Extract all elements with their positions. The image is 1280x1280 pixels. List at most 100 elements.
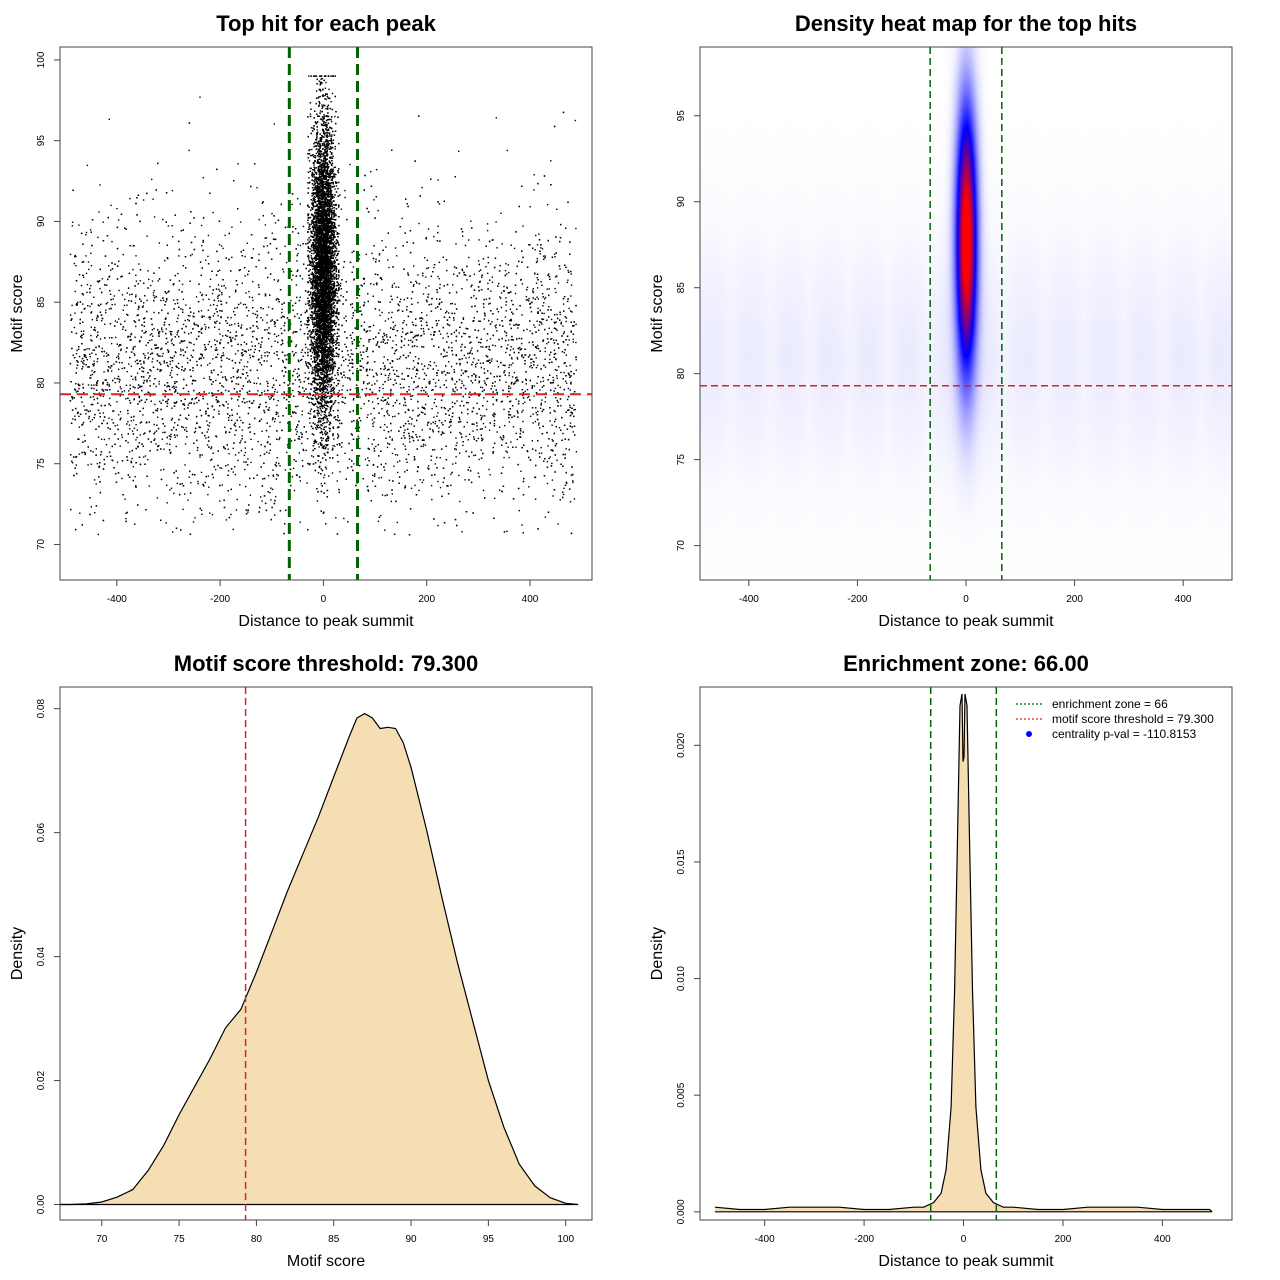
scatter-point (535, 366, 538, 369)
scatter-point (315, 427, 317, 429)
scatter-point (189, 254, 192, 257)
scatter-point (229, 331, 232, 334)
scatter-point (352, 266, 355, 268)
scatter-point (549, 407, 551, 409)
scatter-point (449, 421, 451, 424)
scatter-point (290, 270, 293, 272)
scatter-point (199, 357, 201, 359)
scatter-point (459, 326, 461, 328)
scatter-point (208, 341, 211, 343)
scatter-point (274, 325, 276, 328)
scatter-point (295, 433, 298, 435)
scatter-point (508, 413, 510, 416)
scatter-point (387, 413, 389, 415)
scatter-point (465, 274, 467, 276)
scatter-point (71, 462, 74, 464)
scatter-point (226, 322, 229, 324)
scatter-point (155, 189, 157, 191)
scatter-point (199, 456, 201, 458)
scatter-point (277, 415, 280, 417)
scatter-point (532, 290, 534, 292)
scatter-point (413, 366, 416, 368)
scatter-point (332, 368, 335, 370)
scatter-point (382, 396, 384, 399)
scatter-point (359, 306, 361, 308)
scatter-point (171, 331, 173, 333)
scatter-point (120, 276, 122, 278)
scatter-point (515, 379, 518, 381)
scatter-point (78, 274, 81, 276)
scatter-point (499, 489, 501, 491)
scatter-point (220, 365, 222, 368)
scatter-point (297, 252, 299, 255)
scatter-point (515, 323, 518, 325)
scatter-point (273, 333, 276, 335)
scatter-point (356, 368, 358, 370)
scatter-point (137, 308, 139, 311)
scatter-point (570, 284, 573, 286)
scatter-point (569, 501, 572, 503)
scatter-point (500, 292, 503, 294)
scatter-point (351, 434, 353, 436)
scatter-point (332, 447, 334, 449)
scatter-point (274, 222, 277, 224)
scatter-point (547, 309, 549, 311)
scatter-point (574, 119, 577, 122)
scatter-point (375, 168, 378, 171)
scatter-point (294, 379, 297, 381)
scatter-point (158, 380, 160, 383)
scatter-point (130, 460, 132, 463)
scatter-point (227, 417, 230, 419)
scatter-point (163, 362, 166, 364)
scatter-point (524, 390, 526, 393)
scatter-point (526, 286, 529, 289)
scatter-point (485, 384, 487, 386)
scatter-point (198, 392, 200, 394)
scatter-point (230, 317, 232, 319)
scatter-point (292, 332, 294, 334)
scatter-point (249, 426, 251, 428)
scatter-point (373, 245, 375, 247)
scatter-point (488, 359, 491, 361)
scatter-point (93, 387, 95, 390)
scatter-point (331, 367, 333, 369)
scatter-point (240, 359, 242, 361)
scatter-point (519, 346, 521, 349)
scatter-point (137, 283, 139, 285)
scatter-point (83, 405, 85, 407)
scatter-point (482, 303, 485, 305)
scatter-point (463, 405, 465, 407)
scatter-point (133, 352, 135, 355)
scatter-point (402, 443, 404, 445)
scatter-point (445, 379, 447, 382)
scatter-point (349, 377, 351, 379)
scatter-point (135, 325, 137, 328)
scatter-point (310, 408, 313, 410)
scatter-point (549, 456, 551, 458)
scatter-point (540, 452, 543, 454)
scatter-point (208, 326, 210, 329)
scatter-point (284, 245, 286, 247)
scatter-point (396, 296, 399, 298)
scatter-point (432, 368, 434, 370)
scatter-point (435, 307, 437, 309)
scatter-point (301, 459, 304, 462)
scatter-point (129, 294, 131, 296)
scatter-point (548, 457, 550, 460)
scatter-point (125, 351, 127, 353)
scatter-point (495, 327, 497, 329)
scatter-point (496, 247, 498, 249)
scatter-point (129, 428, 131, 430)
scatter-point (154, 344, 156, 346)
scatter-point (151, 323, 153, 326)
scatter-point (454, 383, 456, 385)
scatter-point (161, 355, 164, 357)
scatter-point (370, 413, 372, 415)
scatter-point (414, 458, 416, 460)
scatter-point (237, 459, 239, 462)
scatter-point (455, 444, 457, 447)
scatter-point (246, 401, 248, 403)
scatter-point (429, 428, 431, 430)
scatter-point (193, 316, 195, 318)
scatter-point (127, 421, 129, 423)
